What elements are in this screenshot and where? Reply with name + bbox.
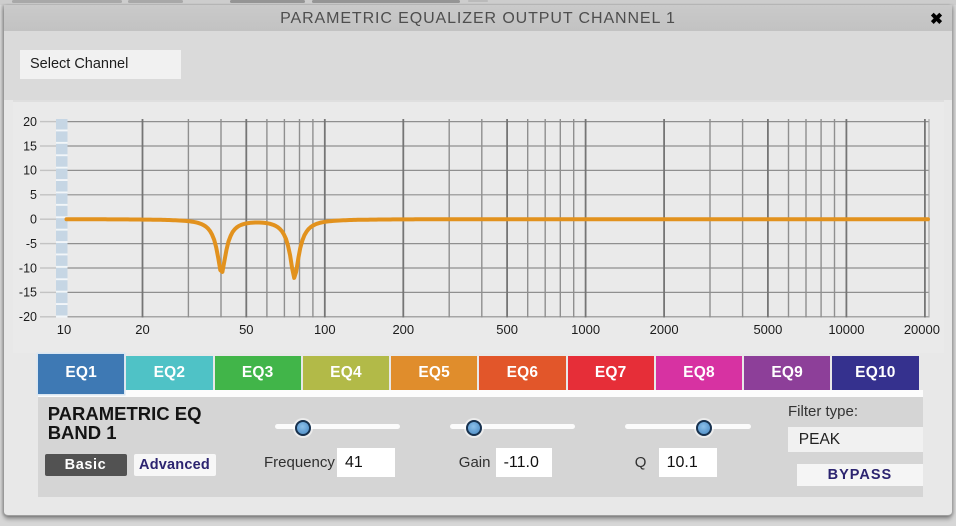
svg-text:2000: 2000: [650, 322, 679, 337]
svg-text:10000: 10000: [828, 322, 864, 337]
svg-text:500: 500: [496, 322, 518, 337]
svg-text:-15: -15: [19, 286, 37, 300]
svg-text:-5: -5: [26, 237, 37, 251]
svg-text:-20: -20: [19, 310, 37, 324]
svg-text:10: 10: [23, 164, 37, 178]
svg-text:20: 20: [23, 115, 37, 129]
svg-text:15: 15: [23, 139, 37, 153]
svg-text:0: 0: [30, 213, 37, 227]
svg-text:5: 5: [30, 188, 37, 202]
svg-text:50: 50: [239, 322, 253, 337]
svg-text:1000: 1000: [571, 322, 600, 337]
svg-text:100: 100: [314, 322, 336, 337]
svg-text:10: 10: [57, 322, 71, 337]
svg-text:20000: 20000: [904, 322, 940, 337]
svg-text:5000: 5000: [753, 322, 782, 337]
svg-text:200: 200: [392, 322, 414, 337]
svg-text:-10: -10: [19, 261, 37, 275]
svg-text:20: 20: [135, 322, 149, 337]
